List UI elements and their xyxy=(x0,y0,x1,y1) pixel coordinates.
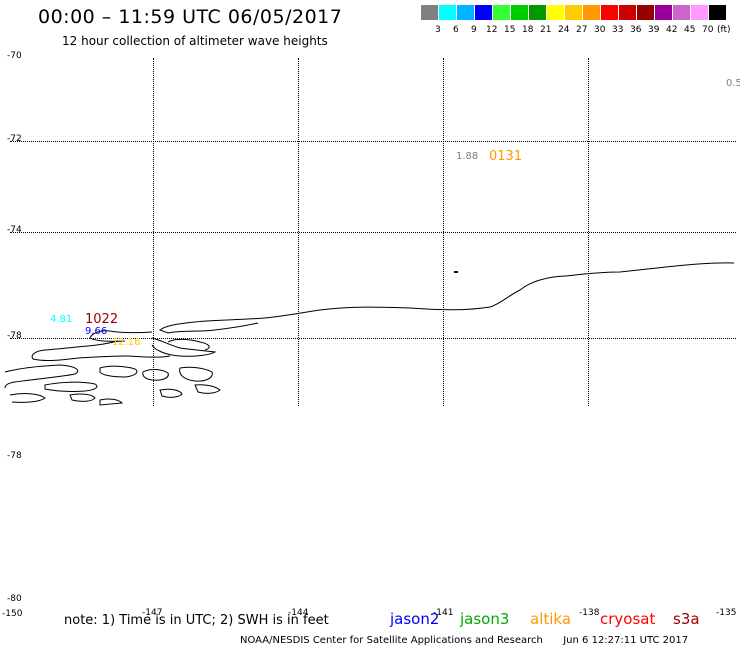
coastline xyxy=(89,330,153,342)
legend-tick: 30 xyxy=(594,25,606,35)
legend-swatch xyxy=(655,5,672,20)
legend-swatch xyxy=(475,5,492,20)
lon-label: -147 xyxy=(142,608,163,618)
coastline xyxy=(454,271,458,273)
legend-swatch xyxy=(511,5,528,20)
legend-tick: 24 xyxy=(558,25,570,35)
lat-label: -70 xyxy=(7,51,22,61)
legend-tick: 9 xyxy=(471,25,477,35)
legend-swatch xyxy=(637,5,654,20)
lat-label: -80 xyxy=(7,594,22,604)
legend-tick: 15 xyxy=(504,25,516,35)
legend-swatch xyxy=(709,5,726,20)
legend-tick: 18 xyxy=(522,25,534,35)
legend-tick: 39 xyxy=(648,25,660,35)
lat-label: -78 xyxy=(7,331,22,341)
legend-swatch xyxy=(601,5,618,20)
legend-swatch xyxy=(439,5,456,20)
legend-swatch xyxy=(583,5,600,20)
coastline xyxy=(167,338,210,351)
wave-height-value: 12.16 xyxy=(112,337,141,348)
legend-swatch xyxy=(619,5,636,20)
legend-swatch xyxy=(493,5,510,20)
legend-tick: 70 xyxy=(702,25,714,35)
legend-tick: 6 xyxy=(453,25,459,35)
legend-tick: 21 xyxy=(540,25,552,35)
coastline xyxy=(179,366,213,382)
satellite-label-altika: altika xyxy=(530,610,572,628)
coastline xyxy=(99,365,138,378)
grid-line xyxy=(10,141,736,142)
coastline xyxy=(31,340,171,362)
legend-swatch xyxy=(565,5,582,20)
legend-swatch xyxy=(421,5,438,20)
coastline xyxy=(142,369,169,381)
legend-swatch xyxy=(529,5,546,20)
wave-height-value: 0.5 xyxy=(726,78,740,89)
coastline xyxy=(4,364,79,389)
satellite-label-s3a: s3a xyxy=(673,610,700,628)
grid-line xyxy=(10,232,736,233)
wave-height-value: 1.88 xyxy=(456,151,479,162)
page-title: 00:00 – 11:59 UTC 06/05/2017 xyxy=(38,6,343,28)
legend-swatch xyxy=(673,5,690,20)
wave-height-value: 9.66 xyxy=(85,326,108,337)
page-subtitle: 12 hour collection of altimeter wave hei… xyxy=(62,34,328,48)
credit-org: NOAA/NESDIS Center for Satellite Applica… xyxy=(240,635,543,646)
satellite-label-cryosat: cryosat xyxy=(600,610,656,628)
coastline xyxy=(44,381,98,392)
legend-tick: 3 xyxy=(435,25,441,35)
coastline xyxy=(69,393,96,402)
legend-tick: 36 xyxy=(630,25,642,35)
lat-label: -78 xyxy=(7,451,22,461)
legend-tick: 42 xyxy=(666,25,678,35)
legend-swatch xyxy=(547,5,564,20)
legend-tick: 12 xyxy=(486,25,498,35)
coastline xyxy=(159,388,183,398)
lon-label: -141 xyxy=(433,608,454,618)
pass-time-label: 0131 xyxy=(489,149,523,164)
coastline xyxy=(9,393,46,403)
legend-tick: 27 xyxy=(576,25,588,35)
legend-tick: 45 xyxy=(684,25,696,35)
legend-swatch xyxy=(457,5,474,20)
coastline xyxy=(194,384,221,394)
wave-height-value: 4.81 xyxy=(50,314,73,325)
satellite-label-jason3: jason3 xyxy=(460,610,510,628)
legend-tick: 33 xyxy=(612,25,624,35)
coastline xyxy=(158,262,735,334)
footer-note: note: 1) Time is in UTC; 2) SWH is in fe… xyxy=(64,613,329,628)
lat-label: -74 xyxy=(7,225,22,235)
coastline xyxy=(99,398,124,406)
lon-label: -150 xyxy=(2,609,23,619)
legend-unit: (ft) xyxy=(717,25,731,35)
legend-swatch xyxy=(691,5,708,20)
coastline xyxy=(151,337,217,357)
lon-label: -138 xyxy=(579,608,600,618)
lon-label: -144 xyxy=(288,608,309,618)
grid-line xyxy=(10,338,736,339)
lon-label: -135 xyxy=(716,608,737,618)
generated-timestamp: Jun 6 12:27:11 UTC 2017 xyxy=(563,635,689,646)
pass-time-label: 1022 xyxy=(85,312,119,327)
satellite-label-jason2: jason2 xyxy=(390,610,440,628)
credit-text: NOAA/NESDIS Center for Satellite Applica… xyxy=(240,635,688,646)
lat-label: -72 xyxy=(7,134,22,144)
